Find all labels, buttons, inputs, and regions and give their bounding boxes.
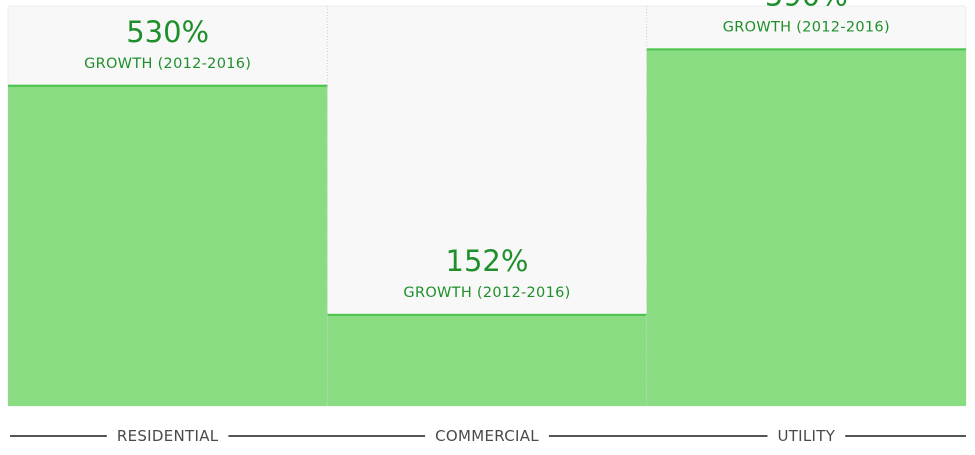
bar-commercial	[327, 313, 647, 406]
bar-value-label: 152%	[446, 244, 529, 278]
bar-value-label: 530%	[126, 15, 209, 49]
bar-sublabel: GROWTH (2012-2016)	[403, 285, 570, 301]
bar-residential	[8, 84, 328, 407]
x-tick-label-utility: UTILITY	[777, 427, 835, 445]
bar-sublabel: GROWTH (2012-2016)	[84, 56, 251, 72]
x-tick-label-commercial: COMMERCIAL	[435, 427, 539, 445]
bars-layer	[8, 48, 966, 407]
bar-labels-layer: 530% GROWTH (2012-2016) 152% GROWTH (2012-2…	[84, 0, 890, 301]
bar-value-label: 590%	[765, 0, 848, 12]
x-tick-label-residential: RESIDENTIAL	[117, 427, 219, 445]
bar-sublabel: GROWTH (2012-2016)	[723, 19, 890, 35]
x-axis: RESIDENTIAL COMMERCIAL UTILITY	[10, 427, 966, 445]
dividers-layer	[326, 6, 648, 406]
bar-utility	[646, 48, 966, 406]
